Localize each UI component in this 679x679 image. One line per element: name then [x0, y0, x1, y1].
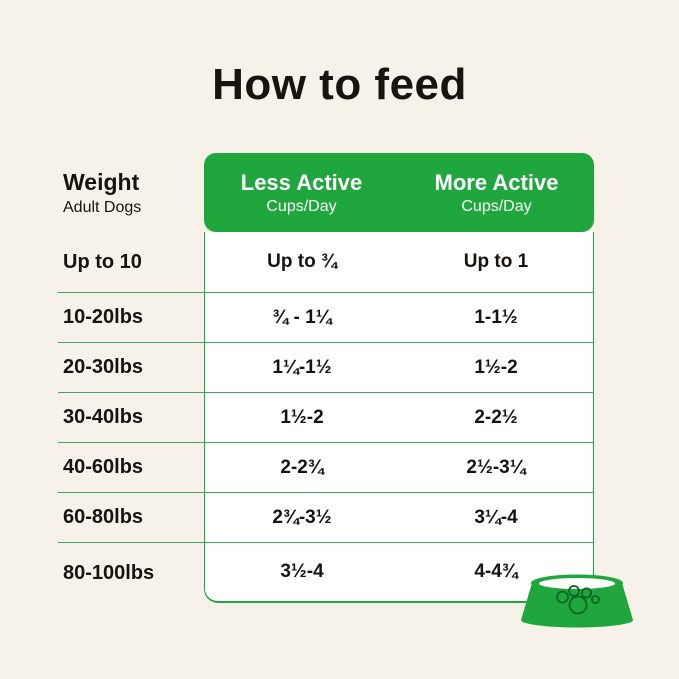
- table-row: 40-60lbs 2-2¾ 2½-3¼: [58, 443, 594, 493]
- less-active-cell: Up to ¾: [267, 251, 337, 272]
- values-cells: 1¼-1½ 1½-2: [204, 343, 594, 392]
- table-row: 60-80lbs 2¾-3½ 3¼-4: [58, 493, 594, 543]
- more-active-cell: Up to 1: [463, 251, 529, 272]
- weight-header-title: Weight: [63, 168, 140, 195]
- table-row: 10-20lbs ¾ - 1¼ 1-1½: [58, 293, 594, 343]
- feeding-table: Weight Adult Dogs Less Active Cups/Day M…: [58, 153, 594, 603]
- table-header-row: Weight Adult Dogs Less Active Cups/Day M…: [58, 153, 594, 232]
- more-active-cell: 1½-2: [474, 356, 518, 378]
- values-cells: Up to ¾ Up to 1: [204, 232, 594, 292]
- less-active-cell: 2¾-3½: [272, 506, 332, 528]
- weight-cell: 20-30lbs: [63, 356, 144, 378]
- weight-cell: 60-80lbs: [63, 506, 144, 528]
- table-row: 80-100lbs 3½-4 4-4¾: [58, 543, 594, 603]
- weight-cell: 80-100lbs: [63, 561, 155, 584]
- activity-columns-header: Less Active Cups/Day More Active Cups/Da…: [204, 153, 594, 232]
- more-active-cell: 3¼-4: [474, 506, 518, 528]
- page-title: How to feed: [212, 60, 467, 109]
- values-cells: 2¾-3½ 3¼-4: [204, 493, 594, 542]
- table-row: 30-40lbs 1½-2 2-2½: [58, 393, 594, 443]
- less-active-cell: 3½-4: [280, 561, 324, 582]
- less-active-column-header: Less Active Cups/Day: [204, 153, 399, 232]
- weight-cell: 30-40lbs: [63, 406, 144, 428]
- more-active-label: More Active: [434, 169, 559, 195]
- values-cells: 2-2¾ 2½-3¼: [204, 443, 594, 492]
- less-active-label: Less Active: [240, 169, 363, 195]
- values-cells: ¾ - 1¼ 1-1½: [204, 293, 594, 342]
- more-active-column-header: More Active Cups/Day: [399, 153, 594, 232]
- less-active-cell: 1½-2: [280, 406, 324, 428]
- weight-cell: 40-60lbs: [63, 456, 144, 478]
- less-active-cell: 1¼-1½: [272, 356, 332, 378]
- weight-cell: Up to 10: [63, 250, 142, 273]
- more-active-cell: 4-4¾: [474, 561, 518, 582]
- dog-bowl-icon: [521, 574, 633, 628]
- weight-header-subtitle: Adult Dogs: [63, 198, 142, 216]
- weight-column-header: Weight Adult Dogs: [58, 153, 204, 232]
- values-cells: 1½-2 2-2½: [204, 393, 594, 442]
- more-active-cell: 2½-3¼: [466, 456, 526, 478]
- more-active-cell: 2-2½: [474, 406, 518, 428]
- weight-cell: 10-20lbs: [63, 306, 144, 328]
- less-active-cell: 2-2¾: [280, 456, 324, 478]
- paw-print-icon: [556, 585, 600, 615]
- table-row: 20-30lbs 1¼-1½ 1½-2: [58, 343, 594, 393]
- less-active-sublabel: Cups/Day: [266, 197, 337, 215]
- less-active-cell: ¾ - 1¼: [272, 306, 332, 328]
- values-cells: 3½-4 4-4¾: [204, 543, 594, 603]
- more-active-sublabel: Cups/Day: [461, 197, 532, 215]
- table-rows: Up to 10 Up to ¾ Up to 1 10-20lbs ¾ - 1¼ 1-1½…: [58, 232, 594, 603]
- more-active-cell: 1-1½: [474, 306, 518, 328]
- table-row: Up to 10 Up to ¾ Up to 1: [58, 232, 594, 293]
